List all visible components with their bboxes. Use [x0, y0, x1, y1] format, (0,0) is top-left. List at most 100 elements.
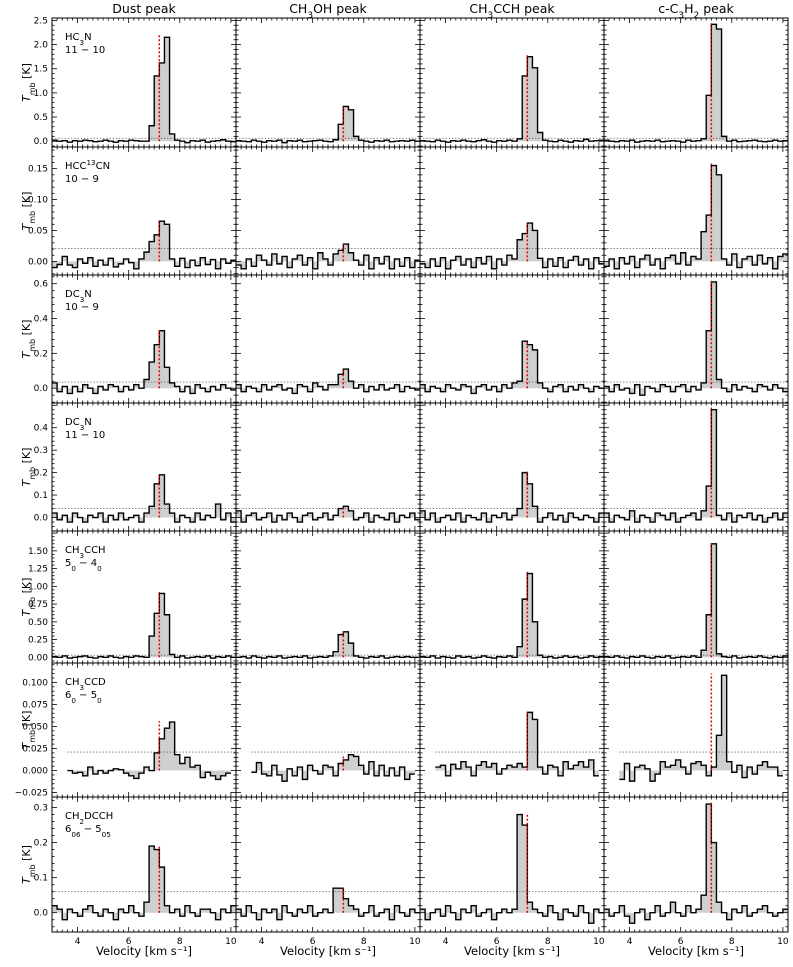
spectrum-step-line	[604, 164, 788, 270]
panel-plot-area	[236, 243, 420, 270]
spectrum-panel	[235, 796, 421, 933]
spectrum-step-line	[236, 887, 420, 921]
spectrum-step-line	[236, 105, 420, 144]
molecule-label: CH3CCH	[65, 545, 106, 560]
transition-label: 10 − 9	[65, 302, 99, 313]
spectrum-step-line	[435, 711, 599, 777]
spectrum-panel	[603, 530, 789, 664]
panel-frame	[235, 530, 421, 664]
spectrum-panel	[603, 274, 789, 404]
x-tick-label: 10	[593, 937, 605, 947]
y-tick-label: 0.0	[34, 514, 49, 524]
y-tick-label: 1.00	[28, 582, 48, 592]
x-tick-label: 4	[627, 937, 633, 947]
panel-plot-area	[251, 751, 420, 782]
spectrum-panel	[603, 796, 789, 933]
spectrum-step-line	[604, 23, 788, 143]
spectrum-step-line	[604, 409, 788, 523]
spectrum-step-line	[236, 368, 420, 395]
panel-plot-area	[236, 105, 420, 144]
x-tick-label: 4	[75, 937, 81, 947]
spectrum-step-line	[251, 753, 415, 782]
spectrum-step-line	[420, 471, 604, 523]
transition-label: 606 − 505	[65, 824, 111, 839]
y-tick-label: 0.3	[34, 804, 48, 814]
spectrum-step-line	[52, 845, 236, 921]
spectrum-panel	[235, 17, 421, 148]
spectrum-fill	[619, 675, 783, 782]
panel-plot-area	[52, 844, 236, 921]
x-tick-label: 8	[729, 937, 735, 947]
y-tick-label: 0.00	[28, 653, 48, 663]
y-tick-label: 0.1	[34, 874, 48, 884]
panel-frame	[235, 662, 421, 798]
y-tick-label: 0.25	[28, 636, 48, 646]
spectrum-panel	[419, 402, 605, 532]
panel-plot-area	[619, 673, 788, 782]
transition-label: 10 − 9	[65, 174, 99, 185]
spectrum-step-line	[604, 543, 788, 659]
panel-plot-area	[420, 812, 604, 924]
spectrum-fill	[604, 281, 788, 396]
panel-plot-area	[420, 222, 604, 270]
y-tick-label: 0.6	[34, 280, 49, 290]
spectrum-fill	[604, 804, 788, 924]
molecule-label: CH2DCCH	[65, 811, 113, 826]
panel-plot-area	[604, 163, 788, 270]
x-tick-label: 10	[409, 937, 421, 947]
y-axis-label: Tmb [K]	[20, 845, 37, 884]
y-tick-label: 2.5	[34, 16, 48, 26]
panel-plot-area	[604, 801, 788, 924]
y-axis-label: Tmb [K]	[20, 63, 37, 102]
x-tick-label: 4	[259, 937, 265, 947]
y-axis-label: Tmb [K]	[20, 448, 37, 487]
y-tick-label: 0.4	[34, 315, 49, 325]
panel-plot-area	[52, 474, 236, 523]
spectrum-step-line	[67, 721, 231, 781]
panel-frame	[419, 662, 605, 798]
y-tick-label: 1.25	[28, 565, 48, 575]
spectrum-panel	[603, 146, 789, 276]
y-tick-label: 0.000	[22, 767, 48, 777]
spectrum-panel	[419, 146, 605, 276]
spectrum-fill	[604, 409, 788, 523]
y-tick-label: 0.15	[28, 165, 48, 175]
y-tick-label: 0.050	[22, 722, 48, 732]
spectrum-fill	[420, 223, 604, 269]
spectrum-panel	[235, 402, 421, 532]
x-tick-label: 6	[678, 937, 684, 947]
spectrum-fill	[420, 814, 604, 924]
spectrum-panel	[235, 662, 421, 798]
panel-frame	[235, 146, 421, 276]
spectrum-panel	[419, 274, 605, 404]
x-axis-label: Velocity [km s⁻¹]	[648, 944, 744, 958]
panel-frame	[419, 17, 605, 148]
spectrum-fill	[604, 24, 788, 143]
panel-plot-area	[604, 407, 788, 523]
x-tick-label: 6	[310, 937, 316, 947]
molecule-label: HC3N	[65, 32, 92, 47]
panel-plot-area	[52, 35, 236, 144]
panel-plot-area	[52, 329, 236, 395]
panel-frame	[603, 274, 789, 404]
spectrum-step-line	[52, 220, 236, 270]
spectrum-panel	[235, 274, 421, 404]
panel-plot-area	[420, 471, 604, 523]
column-title: c-C3H2 peak	[658, 1, 734, 21]
spectrum-fill	[52, 221, 236, 269]
y-tick-label: 2.0	[34, 41, 49, 51]
y-tick-label: 0.4	[34, 424, 49, 434]
y-tick-label: 1.5	[34, 65, 48, 75]
spectrum-fill	[604, 165, 788, 269]
spectrum-fill	[236, 631, 420, 659]
spectrum-step-line	[52, 36, 236, 144]
molecule-label: HCC13CN	[65, 158, 110, 173]
y-tick-label: 0.0	[34, 137, 49, 147]
